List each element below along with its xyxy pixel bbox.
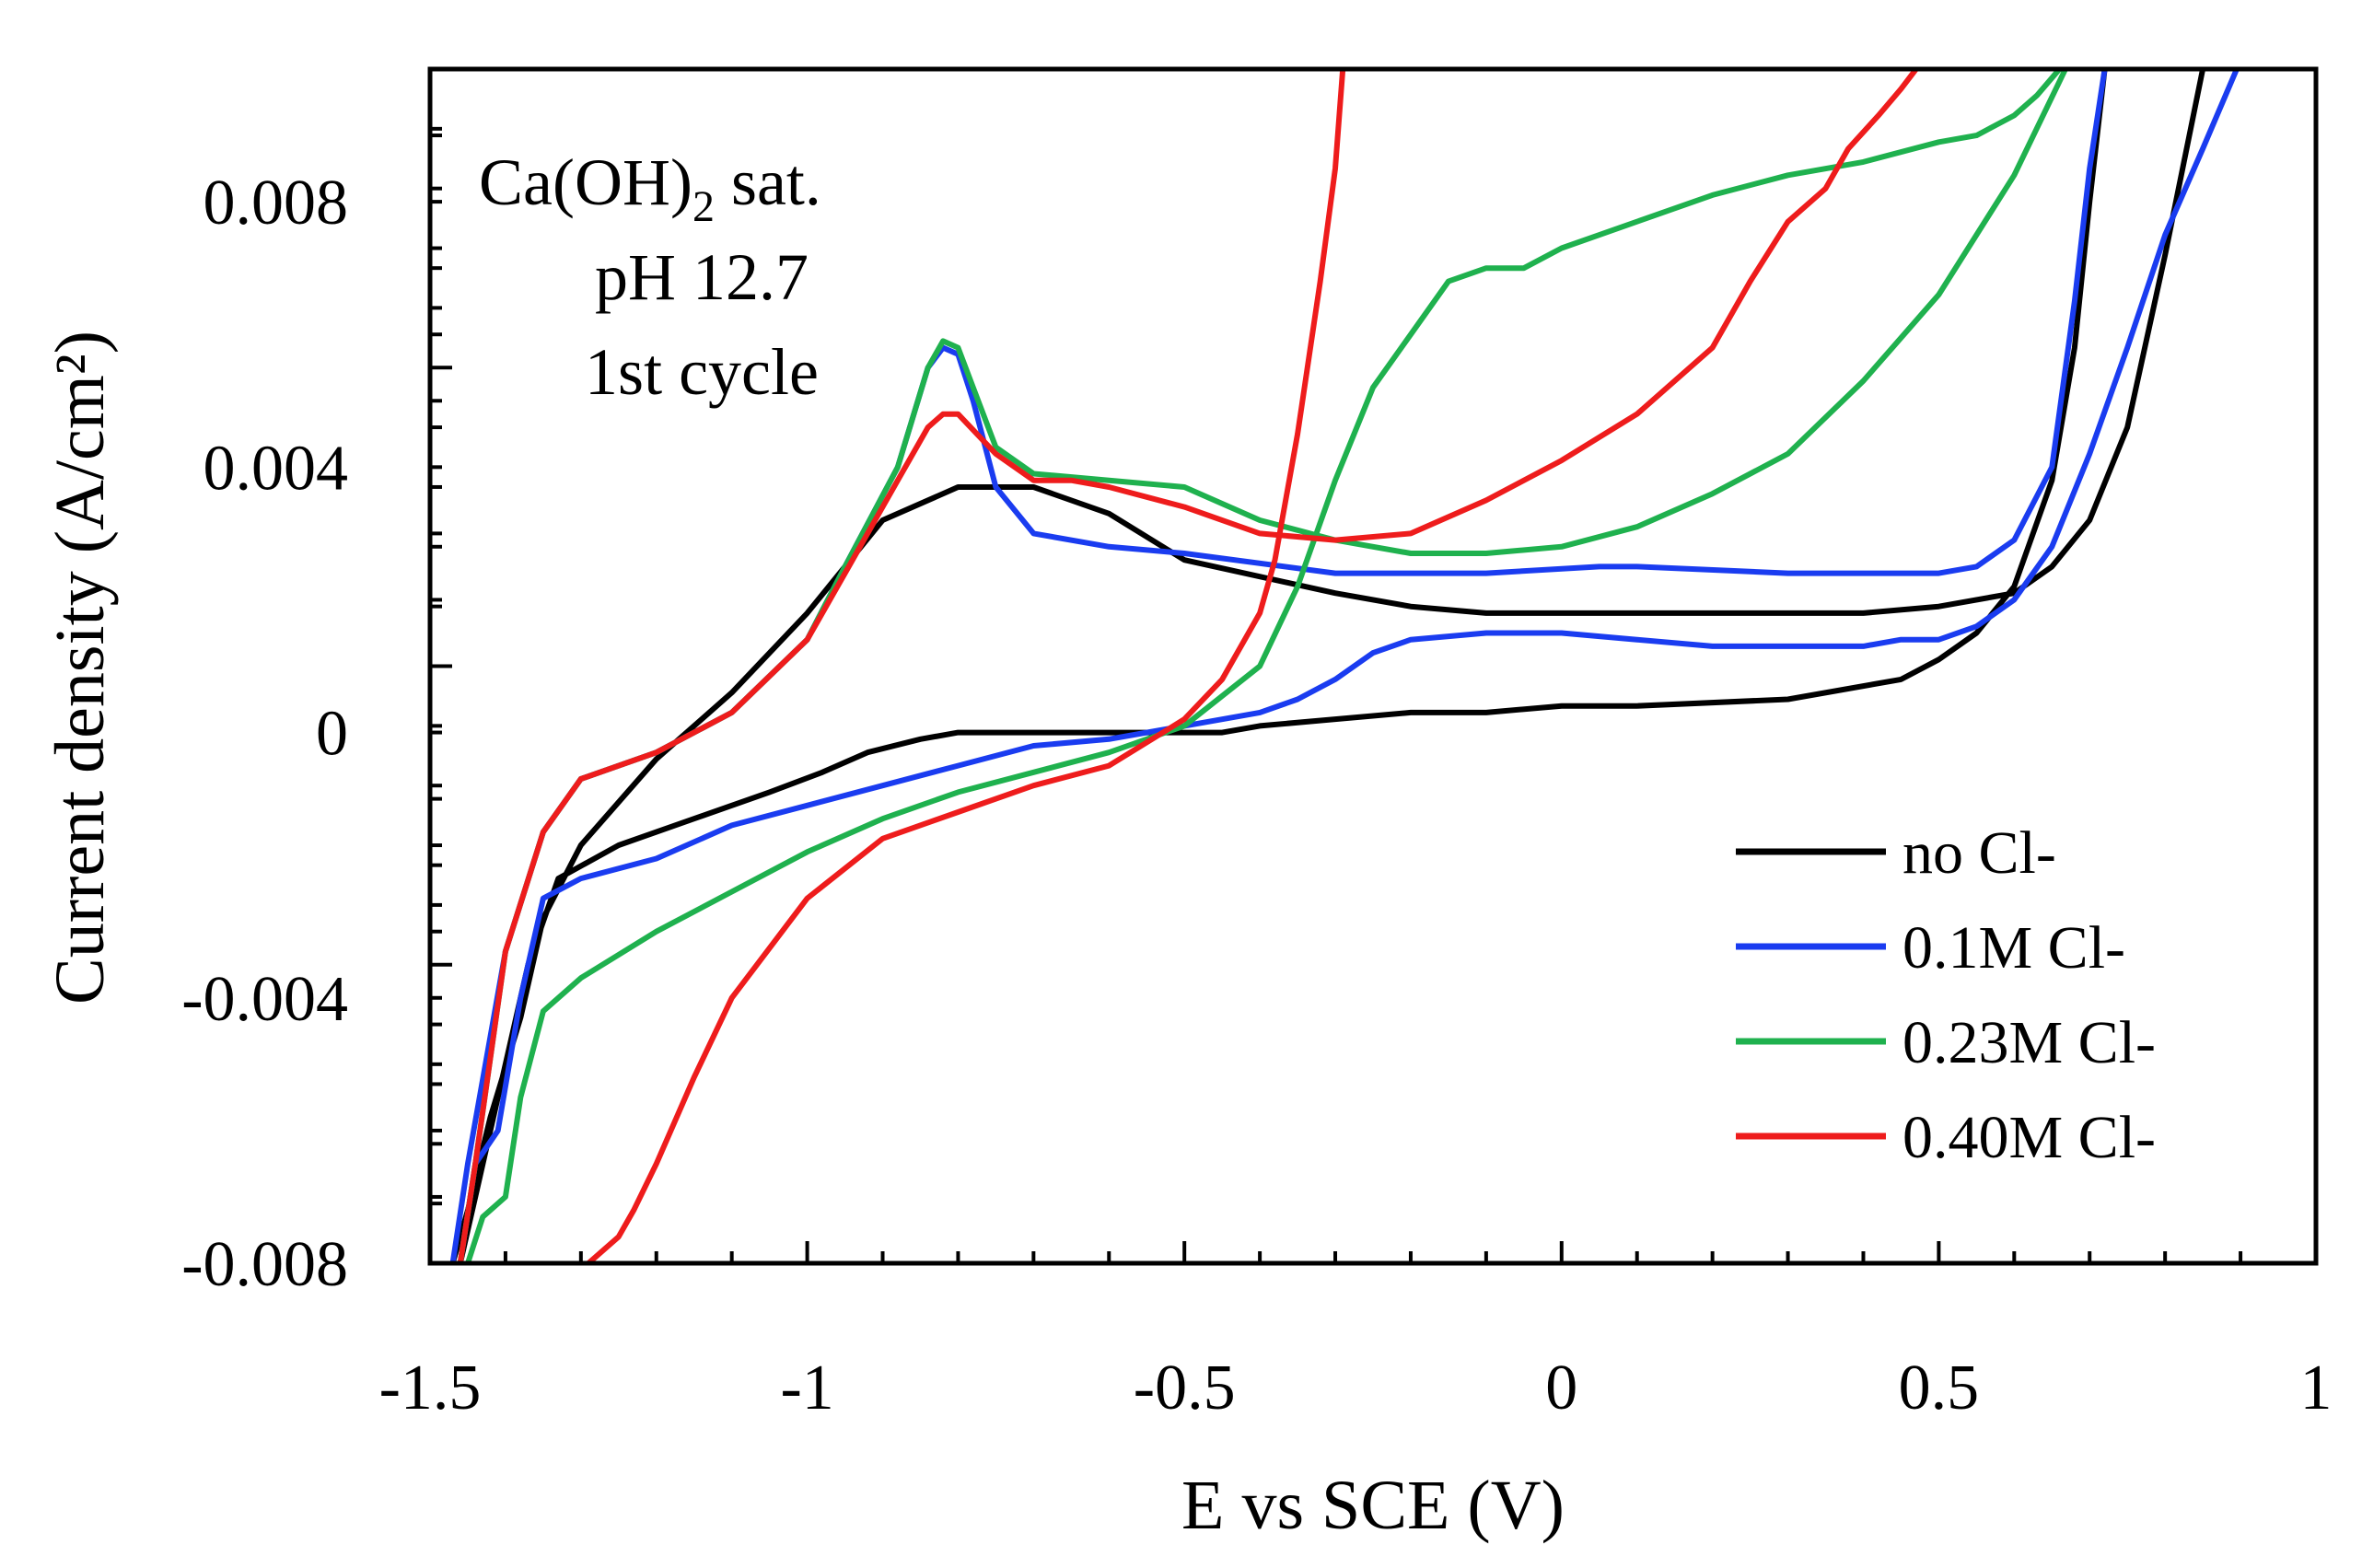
- x-tick-labels: -1.5 -1 -0.5 0 0.5 1: [379, 1353, 2333, 1423]
- x-tick-label: -0.5: [1134, 1353, 1236, 1423]
- legend: no Cl- 0.1M Cl- 0.23M Cl- 0.40M Cl-: [1736, 819, 2156, 1171]
- y-tick-label: 0: [316, 699, 348, 770]
- annotation-line1: Ca(OH)2 sat.: [479, 145, 821, 231]
- annotation-line1-main: Ca(OH): [479, 145, 692, 219]
- legend-label: 0.40M Cl-: [1902, 1104, 2156, 1171]
- series-line-3: [457, 69, 1919, 1263]
- x-tick-label: 1: [2300, 1353, 2333, 1423]
- y-tick-label: 0.004: [204, 433, 349, 504]
- series-lines: [449, 69, 2240, 1263]
- y-tick-label: 0.008: [204, 168, 349, 238]
- y-tick-label: -0.008: [181, 1229, 348, 1300]
- annotation-line1-sub: 2: [692, 182, 715, 231]
- y-axis-title: Current density (A/cm²): [41, 331, 119, 1005]
- legend-label: 0.1M Cl-: [1902, 914, 2125, 981]
- legend-label: 0.23M Cl-: [1902, 1009, 2156, 1076]
- plot-frame: [427, 66, 2319, 1266]
- x-tick-label: -1: [780, 1353, 833, 1423]
- y-tick-label: -0.004: [181, 964, 348, 1035]
- annotation-line3: 1st cycle: [585, 335, 819, 409]
- x-axis-title: E vs SCE (V): [1181, 1467, 1565, 1544]
- x-tick-label: -1.5: [379, 1353, 482, 1423]
- x-tick-label: 0.5: [1899, 1353, 1980, 1423]
- annotation-line1-tail: sat.: [715, 145, 821, 219]
- x-tick-label: 0: [1545, 1353, 1577, 1423]
- annotation-line2: pH 12.7: [595, 240, 809, 314]
- legend-label: no Cl-: [1902, 819, 2056, 887]
- y-tick-labels: -0.008 -0.004 0 0.004 0.008: [181, 168, 348, 1300]
